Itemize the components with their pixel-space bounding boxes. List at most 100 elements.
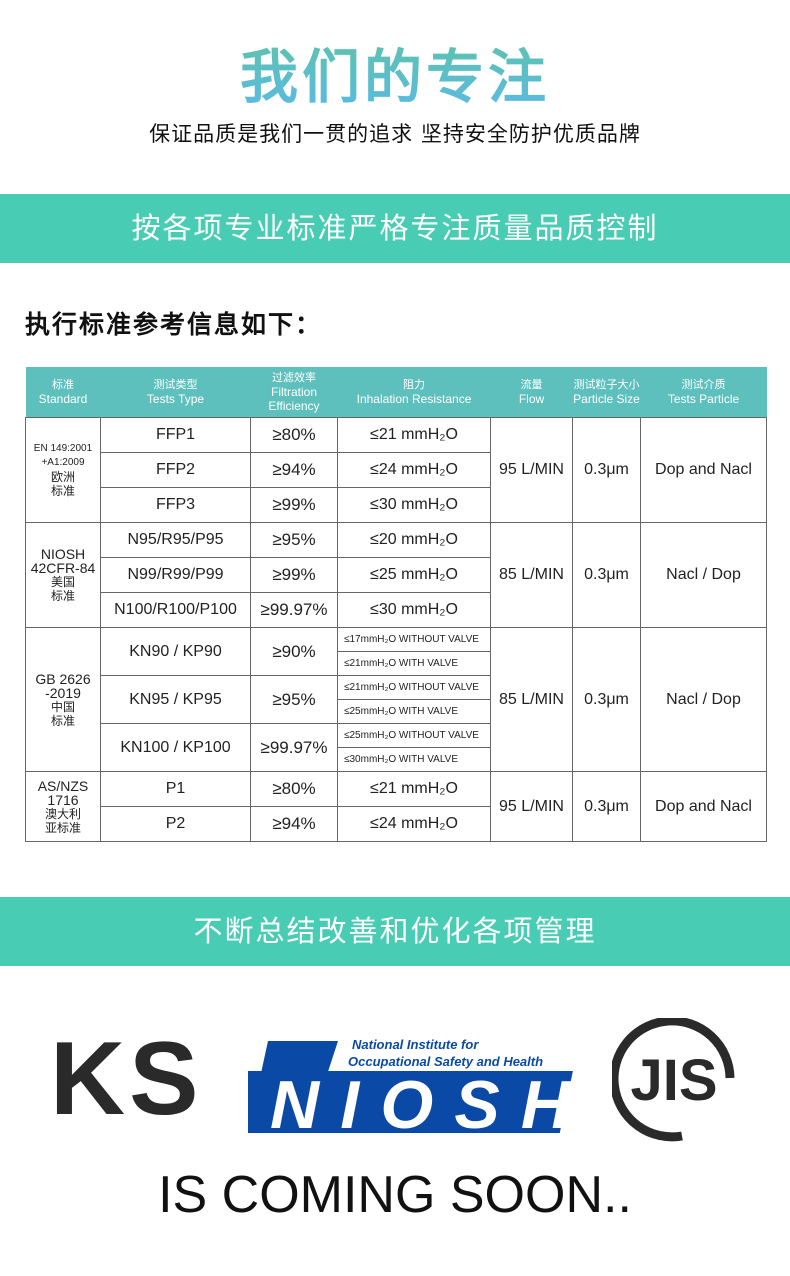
standard-code: NIOSH [40,546,86,562]
table-row: ≤30mmH₂O WITH VALVE [26,747,767,772]
header-en: Filtration Efficiency [268,385,320,413]
header-cn: 测试介质 [681,378,726,391]
jis-text: JIS [630,1048,717,1113]
efficiency-cell: ≥94% [250,806,338,842]
table-header-row: 标准 Standard 测试类型 Tests Type 过滤效率 Filtration E… [25,367,767,418]
test-type-cell: P2 [100,806,251,842]
particle-size-cell: 0.3μm [572,417,641,523]
test-particle-cell: Nacl / Dop [640,522,767,628]
test-type-cell: N95/R95/P95 [100,522,251,558]
table-row: N99/R99/P99 ≥99% ≤25 mmH₂O [26,557,767,593]
table-row: AS/NZS 1716 澳大利 亚标准 P1 ≥80% ≤21 mmH₂O 95 L/MIN 0… [25,771,767,842]
header-cn: 流量 [520,378,543,391]
standard-region: 亚标准 [44,820,81,835]
header-cn: 标准 [52,378,74,391]
flow-cell: 85 L/MIN [490,627,573,772]
efficiency-cell: ≥80% [250,771,338,807]
standard-region: 欧洲 [50,470,75,484]
test-type-cell: FFP1 [100,417,251,453]
test-type-cell: N100/R100/P100 [100,592,251,628]
column-header: 流量 Flow [490,367,573,418]
test-particle-cell: Dop and Nacl [640,771,767,842]
standard-region: 澳大利 [44,806,81,821]
resistance-cell: ≤21 mmH₂O [337,417,491,453]
resistance-cell: ≤20 mmH₂O [337,522,491,558]
particle-size-cell: 0.3μm [572,627,641,772]
header-en: Tests Type [146,392,205,406]
jis-logo: JIS [612,1018,735,1142]
test-type-cell: FFP2 [100,452,251,488]
standard-code: 42CFR-84 [30,560,96,576]
column-header: 过滤效率 Filtration Efficiency [250,367,338,418]
test-type-cell: N99/R99/P99 [100,557,251,593]
test-type-cell: KN90 / KP90 [100,627,251,676]
table-row: EN 149:2001 +A1:2009 欧洲 标准 FFP1 ≥80% ≤21 mmH₂O… [25,417,767,523]
resistance-cell: ≤30 mmH₂O [337,592,491,628]
test-type-cell: FFP3 [100,487,251,523]
resistance-cell: ≤17mmH₂O WITHOUT VALVE [337,627,491,652]
table-row: GB 2626 -2019 中国 标准 KN90 / KP90 ≥90% ≤17mmH₂O … [25,627,767,772]
column-header: 阻力 Inhalation Resistance [337,367,491,418]
header-en: Inhalation Resistance [356,392,472,406]
standard-region: 标准 [50,713,75,728]
particle-size-cell: 0.3μm [572,522,641,628]
standard-cell: EN 149:2001 +A1:2009 欧洲 标准 [25,417,101,523]
resistance-cell: ≤30 mmH₂O [337,487,491,523]
column-header: 测试介质 Tests Particle [640,367,767,418]
quality-banner: 按各项专业标准严格专注质量品质控制 [0,194,790,263]
standard-code: -2019 [45,684,81,701]
resistance-cell: ≤24 mmH₂O [337,452,491,488]
header-cn: 测试粒子大小 [573,378,640,391]
efficiency-cell: ≥99% [250,557,338,593]
table-row: NIOSH 42CFR-84 美国 标准 N95/R95/P95 ≥95% ≤20 mmH₂… [25,522,767,628]
table-row: FFP3 ≥99% ≤30 mmH₂O [26,487,767,523]
table-row: ≤25mmH₂O WITH VALVE [26,699,767,724]
header-cn: 过滤效率 [272,371,316,384]
efficiency-cell: ≥99% [250,487,338,523]
section-title: 执行标准参考信息如下： [25,310,323,339]
ks-logo: KS [50,1021,203,1137]
standard-code: AS/NZS [37,777,89,794]
test-type-cell: KN100 / KP100 [100,723,251,772]
test-type-cell: KN95 / KP95 [100,675,251,724]
coming-soon-text: IS COMING SOON.. [158,1166,632,1224]
flow-cell: 95 L/MIN [490,417,573,523]
standard-region: 美国 [50,575,75,589]
standard-code: GB 2626 [35,670,91,687]
table-row: P2 ≥94% ≤24 mmH₂O [26,806,767,842]
column-header: 测试类型 Tests Type [100,367,251,418]
standard-cell: AS/NZS 1716 澳大利 亚标准 [25,771,101,842]
header-en: Standard [38,392,88,406]
standard-code: 1716 [47,791,79,808]
resistance-cell: ≤24 mmH₂O [337,806,491,842]
standard-region: 标准 [50,589,75,603]
standard-region: 中国 [50,699,75,714]
standard-cell: GB 2626 -2019 中国 标准 [25,627,101,772]
test-type-cell: P1 [100,771,251,807]
table-row: N100/R100/P100 ≥99.97% ≤30 mmH₂O [26,592,767,628]
resistance-cell: ≤25 mmH₂O [337,557,491,593]
header-cn: 阻力 [403,378,425,391]
header-en: Flow [518,392,545,406]
page-subtitle: 保证品质是我们一贯的追求 坚持安全防护优质品牌 [149,122,641,146]
table-row: ≤21mmH₂O WITH VALVE [26,651,767,676]
management-banner: 不断总结改善和优化各项管理 [0,897,790,966]
flow-cell: 85 L/MIN [490,522,573,628]
resistance-cell: ≤21 mmH₂O [337,771,491,807]
standard-cell: NIOSH 42CFR-84 美国 标准 [25,522,101,628]
niosh-logo: National Institute for Occupational Safe… [248,1037,573,1143]
flow-cell: 95 L/MIN [490,771,573,842]
column-header: 测试粒子大小 Particle Size [572,367,641,418]
table-row: FFP2 ≥94% ≤24 mmH₂O [26,452,767,488]
column-header: 标准 Standard [25,367,101,418]
efficiency-cell: ≥99.97% [250,723,338,772]
resistance-cell: ≤21mmH₂O WITHOUT VALVE [337,675,491,700]
resistance-cell: ≤25mmH₂O WITH VALVE [337,699,491,724]
resistance-cell: ≤30mmH₂O WITH VALVE [337,747,491,772]
efficiency-cell: ≥95% [250,675,338,724]
resistance-cell: ≤25mmH₂O WITHOUT VALVE [337,723,491,748]
efficiency-cell: ≥95% [250,522,338,558]
page-title: 我们的专注 [0,30,790,114]
niosh-line1: National Institute for [352,1037,479,1052]
